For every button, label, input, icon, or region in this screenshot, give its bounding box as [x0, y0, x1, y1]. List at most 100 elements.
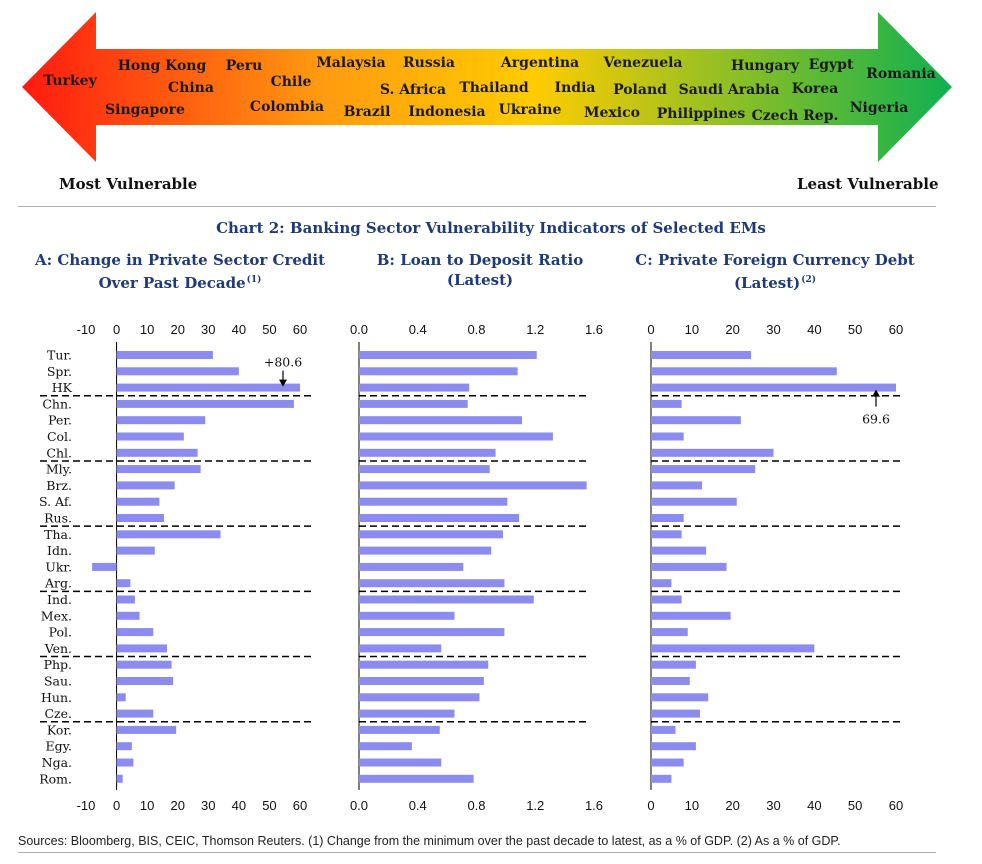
panel-a-bar-ind	[116, 595, 135, 604]
panel-c-bottom-tick-60: 60	[889, 798, 903, 813]
panel-a-bottom-tick-60: 60	[293, 798, 307, 813]
panel-b-bar-brz	[359, 481, 587, 490]
panel-c-title-line2-wrap: (Latest)(2)	[625, 270, 925, 293]
country-label-colombia: Colombia	[250, 99, 324, 115]
category-label-egy: Egy.	[45, 739, 72, 754]
panel-c-bottom-tick-10: 10	[685, 798, 699, 813]
category-label-rus: Rus.	[44, 511, 72, 526]
panel-c-bar-brz	[651, 481, 703, 490]
panel-c-bar-kor	[651, 725, 676, 734]
panel-a-title: A: Change in Private Sector Credit Over …	[30, 250, 330, 293]
country-label-china: China	[168, 80, 214, 96]
panel-a-bottom-tick-0: 0	[113, 798, 120, 813]
panel-a-footnote-mark: (1)	[246, 275, 262, 285]
panel-c-bar-hun	[651, 693, 709, 702]
category-label-php: Php.	[44, 657, 72, 672]
panel-b-top-tick-0-0: 0.0	[350, 322, 368, 337]
panel-a-bar-egy	[116, 742, 132, 751]
country-label-turkey: Turkey	[43, 73, 97, 89]
panel-c-title-line2: (Latest)	[733, 274, 801, 292]
panel-a-bar-ukr	[92, 562, 117, 571]
panel-b-bar-chl	[359, 448, 496, 457]
panel-c-bar-spr	[651, 367, 837, 376]
panel-b-title-line2: (Latest)	[446, 271, 514, 289]
panel-c-title-line1: C: Private Foreign Currency Debt	[635, 251, 915, 269]
panel-b-title-line1: B: Loan to Deposit Ratio	[376, 251, 584, 269]
divider-bottom	[18, 852, 936, 853]
panel-b-bar-sau	[359, 677, 484, 685]
panel-b-bar-hun	[359, 693, 480, 702]
category-label-rom: Rom.	[39, 771, 72, 786]
panel-b-bar-mex	[359, 611, 455, 620]
panel-a-bar-sau	[116, 677, 174, 685]
category-label-chl: Chl.	[46, 445, 72, 460]
panel-c-top-tick-0: 0	[647, 322, 654, 337]
panel-a-bottom-tick-10: -10	[77, 798, 96, 813]
panel-b-top-tick-0-8: 0.8	[467, 322, 485, 337]
panel-a-bar-nga	[116, 758, 134, 767]
panel-a-bar-mly	[116, 465, 201, 474]
panel-c-bar-nga	[651, 758, 684, 767]
chart-title: Chart 2: Banking Sector Vulnerability In…	[216, 219, 766, 237]
panel-a-annotation: +80.6	[264, 355, 302, 370]
panel-a-bar-spr	[116, 367, 239, 376]
panel-a-bar-rom	[116, 774, 123, 783]
panel-c-bar-col	[651, 432, 684, 441]
country-label-thailand: Thailand	[459, 80, 529, 96]
panel-c-top-tick-50: 50	[848, 322, 862, 337]
panel-b-chart: 0.0 0.0 0.4 0.4 0.8 0.8 1.2 1.2 1.6 1.6	[350, 322, 603, 813]
country-label-romania: Romania	[866, 66, 935, 82]
panel-c-bottom-tick-50: 50	[848, 798, 862, 813]
panel-a-bar-arg	[116, 579, 131, 588]
panel-c-annotation-arrowhead	[872, 389, 880, 397]
divider-top	[18, 206, 936, 207]
panel-c-bar-hk	[651, 383, 896, 392]
panel-b-bar-rus	[359, 514, 520, 522]
category-label-ind: Ind.	[47, 592, 72, 607]
country-label-czech-rep: Czech Rep.	[752, 108, 839, 124]
panel-c-bar-per	[651, 416, 741, 425]
panel-a-bar-cze	[116, 709, 154, 718]
vulnerability-arrow: Turkey Hong Kong China Singapore Peru Chile Co…	[22, 12, 952, 162]
panel-a-title-line2: Over Past Decade	[98, 274, 246, 292]
panel-b-bar-ven	[359, 644, 442, 653]
category-label-hun: Hun.	[41, 690, 72, 705]
panel-a-bottom-tick-50: 50	[262, 798, 276, 813]
panel-b-bar-kor	[359, 725, 440, 734]
panel-b-bar-mly	[359, 465, 490, 474]
category-label-arg: Arg.	[44, 576, 72, 591]
panel-c-bar-tur	[651, 351, 752, 359]
category-label-sau: Sau.	[44, 674, 72, 689]
panel-a-bar-per	[116, 416, 206, 425]
panel-a-top-tick-10: -10	[77, 322, 96, 337]
panel-a-top-tick-40: 40	[232, 322, 246, 337]
category-label-ven: Ven.	[44, 641, 72, 656]
panel-b-bar-tha	[359, 530, 503, 539]
panel-a-bar-col	[116, 432, 184, 441]
panel-c-bottom-tick-0: 0	[647, 798, 654, 813]
panel-c-bar-ukr	[651, 562, 727, 571]
country-label-india: India	[555, 80, 596, 96]
panel-a-bar-hk	[116, 383, 300, 392]
panel-b-bar-nga	[359, 758, 442, 767]
panel-a-bottom-tick-40: 40	[232, 798, 246, 813]
panel-c-bar-tha	[651, 530, 682, 539]
panel-a-bar-kor	[116, 725, 177, 734]
panel-c-bar-cze	[651, 709, 700, 718]
panel-b-bar-arg	[359, 579, 505, 588]
panel-b-bar-hk	[359, 383, 470, 392]
panel-a-bar-tur	[116, 351, 213, 359]
category-label-nga: Nga.	[42, 755, 72, 770]
most-vulnerable-label: Most Vulnerable	[59, 175, 198, 193]
panel-b-bar-chn	[359, 399, 468, 408]
panel-b-bar-cze	[359, 709, 455, 718]
country-label-ukraine: Ukraine	[499, 102, 562, 118]
panel-b-bar-spr	[359, 367, 518, 376]
panel-a-title-line2-wrap: Over Past Decade(1)	[30, 270, 330, 293]
panel-b-bar-rom	[359, 774, 474, 783]
panel-c-bar-ven	[651, 644, 815, 653]
panel-a-bar-idn	[116, 546, 155, 555]
arrow-shape	[22, 12, 952, 162]
country-label-russia: Russia	[403, 55, 455, 71]
